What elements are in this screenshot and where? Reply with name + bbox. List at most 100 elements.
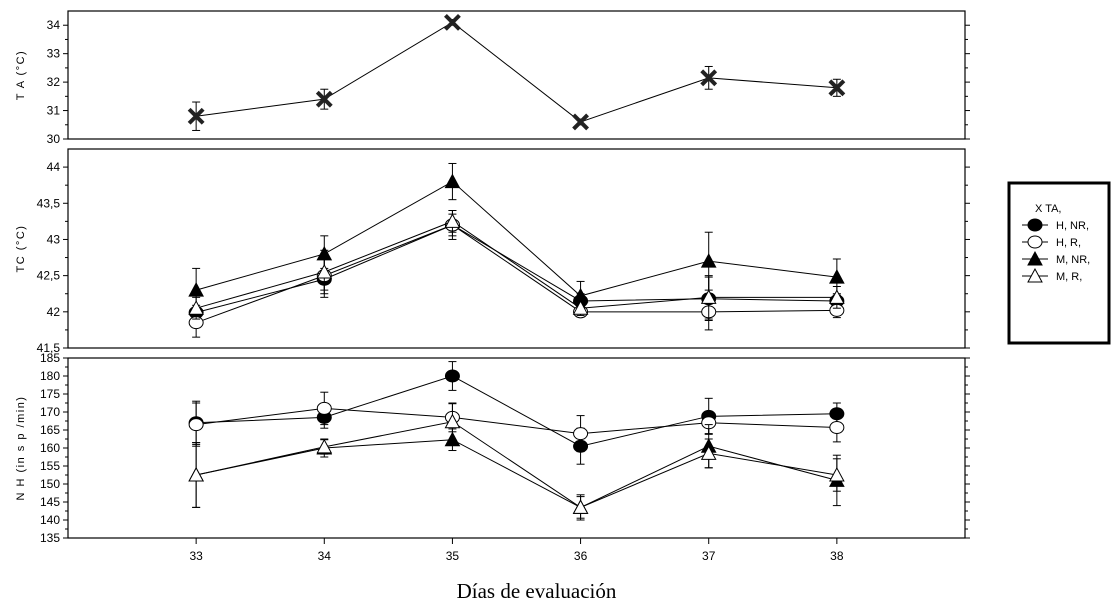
- panel-frame: [67, 10, 966, 140]
- data-point: [444, 13, 461, 31]
- panel-frame: [67, 148, 966, 349]
- legend-item: X TA,: [1035, 203, 1062, 215]
- legend-marker: [1027, 235, 1043, 249]
- marker-stroke: [572, 113, 589, 131]
- y-tick-label: 32: [47, 75, 61, 89]
- y-tick-label: 43: [47, 232, 61, 246]
- data-point: [316, 263, 333, 279]
- data-point: [188, 418, 204, 432]
- data-point: [829, 420, 845, 434]
- y-tick-label: 175: [40, 387, 60, 401]
- y-tick-label: 170: [40, 405, 60, 419]
- data-point: [573, 427, 589, 441]
- chart-panels: 30 31 32 33 34 T A (°C) 41,5 42 42,5 43 43,5 44 TC (…: [15, 10, 970, 603]
- data-point: [572, 499, 589, 514]
- y-tick-label: 155: [40, 459, 60, 473]
- panel-1: 30 31 32 33 34 T A (°C): [15, 10, 970, 146]
- data-point: [187, 107, 205, 125]
- y-tick-label: 165: [40, 423, 60, 437]
- y-tick-label: 160: [40, 441, 60, 455]
- y-tick-label: 145: [40, 495, 60, 509]
- y-tick-label: 42: [47, 305, 61, 319]
- data-point: [572, 113, 589, 131]
- data-point: [444, 369, 460, 383]
- y-tick-label: 185: [40, 351, 60, 365]
- y-tick-label: 34: [47, 18, 61, 32]
- x-tick-label: 37: [702, 549, 716, 563]
- data-point: [444, 213, 461, 228]
- legend: X TA, H, NR, H, R, M, NR, M, R,: [1007, 181, 1111, 345]
- x-tick-label: 33: [189, 549, 203, 563]
- y-tick-label: 140: [40, 513, 60, 527]
- series-open-triangle: [188, 210, 845, 320]
- y-tick-label: 33: [47, 47, 61, 61]
- marker-stroke: [828, 79, 846, 97]
- y-axis-label: T A (°C): [15, 50, 27, 100]
- x-tick-label: 35: [446, 549, 460, 563]
- legend-label: H, R,: [1056, 237, 1081, 249]
- data-point: [829, 466, 845, 482]
- data-point: [188, 282, 204, 297]
- data-point: [700, 69, 718, 87]
- y-tick-label: 41,5: [37, 341, 61, 355]
- data-point: [444, 413, 461, 429]
- data-point: [572, 300, 589, 315]
- data-point: [700, 253, 717, 268]
- legend-marker: [1027, 267, 1043, 283]
- y-tick-label: 180: [40, 369, 60, 383]
- legend-label: H, NR,: [1056, 220, 1089, 232]
- x-tick-label: 36: [574, 549, 588, 563]
- legend-item: H, NR,: [1022, 218, 1089, 232]
- legend-item: M, R,: [1022, 267, 1082, 283]
- series-open-triangle: [188, 403, 845, 521]
- legend-label: M, NR,: [1056, 254, 1090, 266]
- series-x: [187, 13, 846, 131]
- series-line: [196, 407, 837, 435]
- data-point: [700, 289, 717, 304]
- y-axis-label: N H (in s p /min): [15, 396, 27, 501]
- legend-item: M, NR,: [1022, 250, 1090, 266]
- marker-stroke: [187, 107, 205, 125]
- panel-2: 41,5 42 42,5 43 43,5 44 TC (°C): [15, 148, 970, 355]
- data-point: [829, 289, 845, 304]
- panel-3: 135 140 145 150 155 160 165 170 175 180 185 N H (in…: [15, 351, 970, 603]
- data-point: [316, 401, 332, 415]
- data-point: [316, 438, 333, 454]
- legend-marker: [1027, 218, 1043, 232]
- data-point: [315, 90, 333, 108]
- y-tick-label: 44: [47, 160, 61, 174]
- marker-stroke: [315, 90, 333, 108]
- legend-label: M, R,: [1056, 271, 1082, 283]
- series-line: [195, 224, 837, 324]
- series-line: [196, 224, 837, 314]
- data-point: [444, 173, 461, 189]
- x-tick-label: 38: [830, 549, 844, 563]
- y-tick-label: 150: [40, 477, 60, 491]
- series-line: [196, 421, 837, 508]
- x-axis-label: Días de evaluación: [457, 579, 617, 603]
- legend-item: H, R,: [1022, 235, 1081, 249]
- legend-label: X TA,: [1035, 203, 1062, 215]
- data-point: [188, 300, 204, 315]
- data-point: [700, 445, 717, 460]
- marker-stroke: [700, 69, 718, 87]
- series-line: [196, 180, 837, 297]
- legend-marker: [1027, 250, 1043, 266]
- y-axis-label: TC (°C): [15, 225, 27, 273]
- data-point: [188, 466, 204, 482]
- y-tick-label: 42,5: [37, 269, 61, 283]
- y-tick-label: 43,5: [37, 196, 61, 210]
- data-point: [829, 269, 845, 284]
- series-line: [196, 21, 837, 123]
- marker-stroke: [444, 13, 461, 31]
- y-tick-label: 135: [40, 531, 60, 545]
- data-point: [828, 79, 846, 97]
- series-line: [196, 375, 837, 447]
- series-line: [196, 220, 837, 309]
- legend-frame: [1007, 181, 1111, 345]
- y-tick-label: 31: [47, 104, 61, 118]
- y-tick-label: 30: [47, 132, 61, 146]
- series-line: [196, 439, 837, 508]
- x-tick-label: 34: [318, 549, 332, 563]
